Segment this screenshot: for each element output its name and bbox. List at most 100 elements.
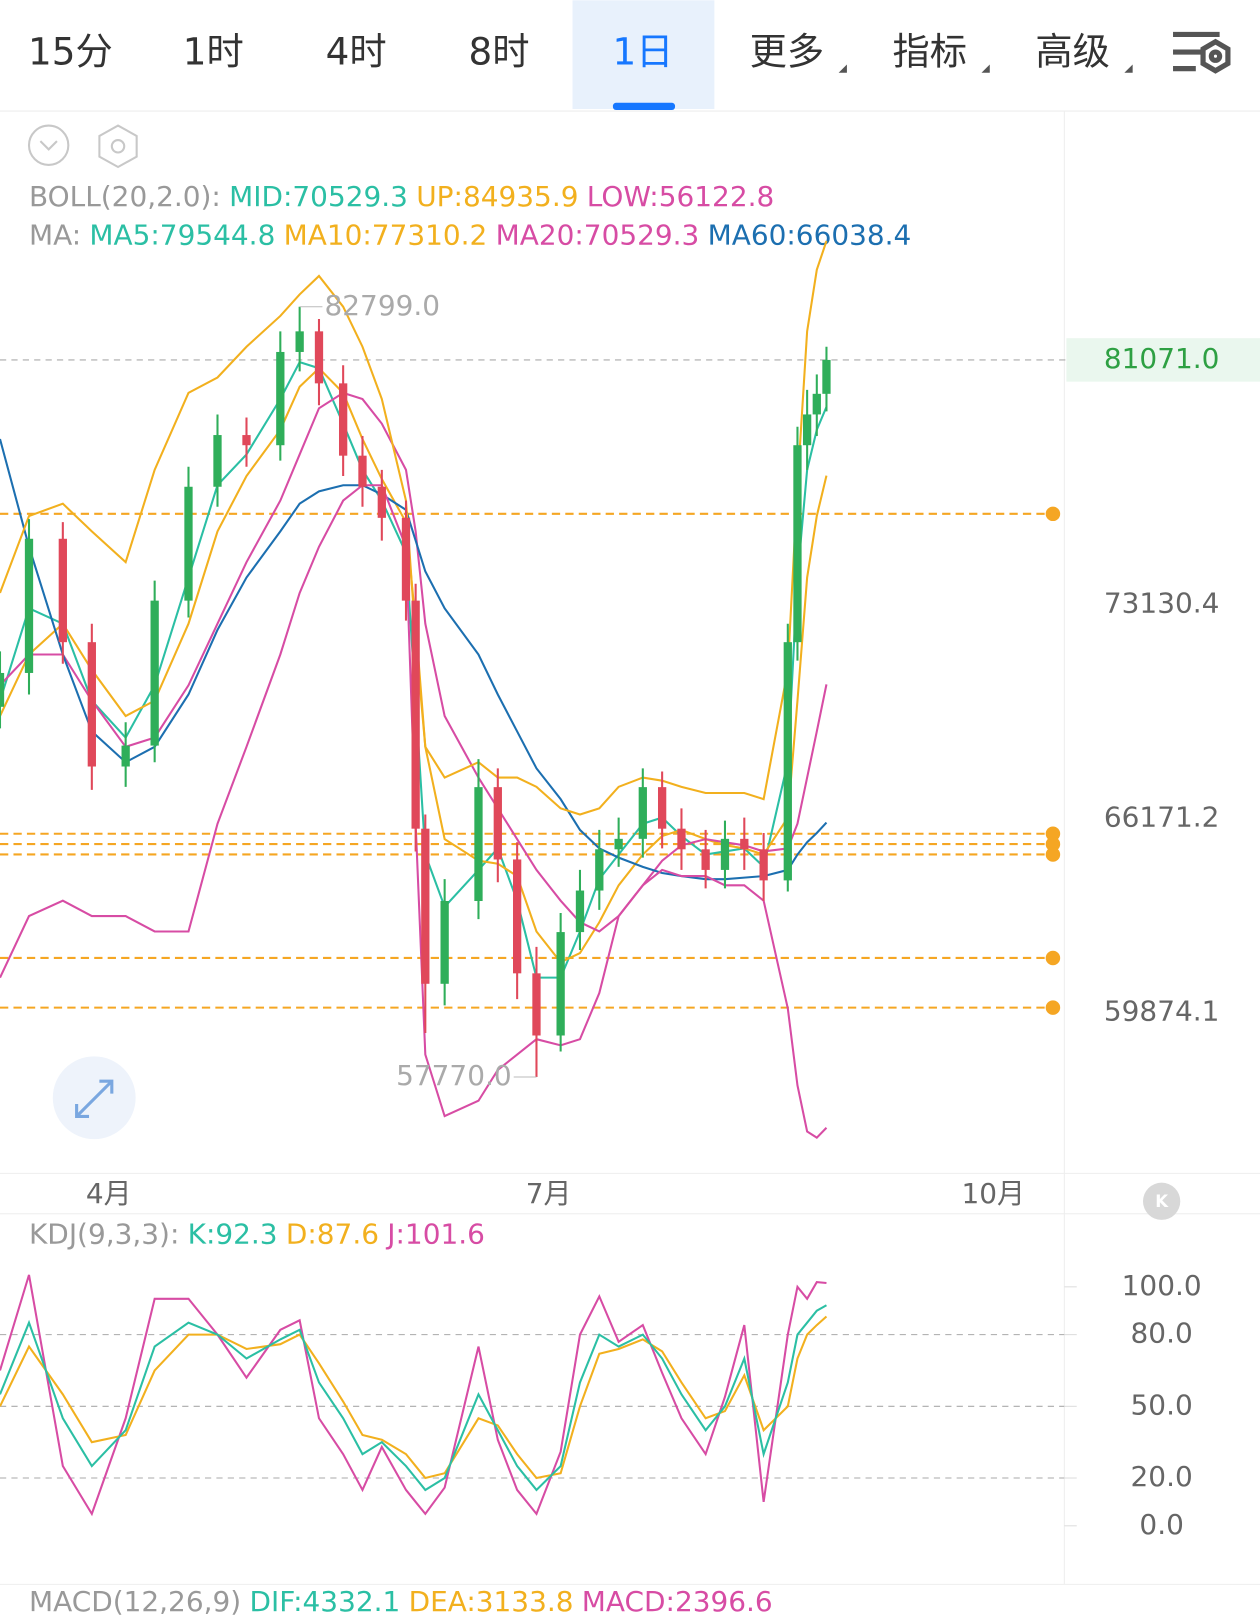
plot: BOLL(20,2.0): MID:70529.3 UP:84935.9 LOW:56…	[0, 180, 1260, 1618]
alert-dot	[1045, 506, 1061, 522]
legend-item: MA20:70529.3	[496, 218, 700, 251]
candle-body	[150, 600, 159, 746]
candle-body	[532, 973, 541, 1036]
legend: BOLL(20,2.0): MID:70529.3 UP:84935.9 LOW:56…	[29, 180, 774, 213]
legend-item: MA5:79544.8	[89, 218, 275, 251]
candle-body	[87, 642, 96, 767]
candle-body	[720, 838, 730, 870]
alert-dot	[1045, 836, 1061, 852]
legend-item: MID:70529.3	[229, 180, 408, 213]
tab-menu-arrow	[1124, 64, 1133, 73]
candle-body	[474, 787, 483, 902]
candle-body	[411, 600, 420, 829]
candle-body	[24, 538, 34, 673]
y-tick-label: 80.0	[1131, 1317, 1193, 1350]
candle-body	[802, 414, 812, 446]
y-tick-label: 59874.1	[1104, 994, 1220, 1027]
tab-underline	[612, 102, 676, 111]
last-price-label: 81071.0	[1104, 342, 1220, 375]
x-tick-label: 10月	[961, 1177, 1025, 1210]
settings-icon[interactable]	[1173, 31, 1231, 74]
legend-item: J:101.6	[385, 1217, 485, 1250]
tab[interactable]: 15分	[28, 30, 113, 74]
y-tick-label: 0.0	[1139, 1508, 1183, 1541]
y-tick-label: 73130.4	[1104, 586, 1220, 619]
candle-body	[358, 455, 367, 487]
candle-body	[121, 745, 130, 767]
indicator-line	[0, 1315, 828, 1480]
alert-dot	[1045, 847, 1061, 862]
candle-body	[58, 538, 67, 643]
candle-body	[677, 828, 686, 850]
candle-body	[575, 890, 585, 933]
tab-menu-arrow	[981, 64, 990, 73]
indicator-line	[0, 1304, 827, 1492]
legend-item: K:92.3	[188, 1217, 278, 1250]
candle-body	[314, 331, 324, 384]
candle-body	[556, 932, 565, 1036]
candle-body	[242, 435, 251, 446]
indicator-line	[0, 438, 828, 881]
tab[interactable]: 1日	[612, 30, 673, 74]
tab[interactable]: 更多	[750, 30, 825, 74]
candle-body	[421, 828, 430, 984]
candle-body	[638, 787, 647, 839]
extreme-label: 57770.0	[396, 1059, 512, 1092]
expand-arrows	[75, 1079, 114, 1118]
legend-item: MACD(12,26,9)	[29, 1585, 241, 1618]
y-tick-label: 50.0	[1131, 1388, 1193, 1421]
legend: KDJ(9,3,3): K:92.3 D:87.6 J:101.6	[29, 1217, 485, 1250]
candle-body	[184, 486, 193, 601]
candle-body	[783, 642, 792, 881]
collapse-chevron	[39, 140, 58, 151]
x-tick-label: 4月	[86, 1177, 132, 1210]
tab[interactable]: 1时	[183, 30, 244, 74]
tab[interactable]: 指标	[892, 30, 967, 74]
chart-settings-icon[interactable]	[98, 124, 138, 169]
legend-item: MA10:77310.2	[284, 218, 488, 251]
tab[interactable]: 高级	[1035, 30, 1110, 74]
alert-dot	[1045, 826, 1061, 841]
legend-item: LOW:56122.8	[587, 180, 775, 213]
candle-body	[401, 517, 411, 601]
candle-body	[701, 849, 710, 870]
indicator-line	[0, 484, 828, 1139]
candle-body	[793, 445, 802, 643]
y-tick-label: 20.0	[1131, 1460, 1193, 1493]
candle-body	[493, 787, 502, 860]
candle-body	[339, 383, 348, 456]
legend: MA: MA5:79544.8 MA10:77310.2 MA20:70529.3 MA…	[29, 218, 911, 251]
alert-dot	[1045, 950, 1061, 966]
candle-body	[759, 849, 768, 881]
x-tick-label: 7月	[526, 1177, 572, 1210]
legend-item: MA60:66038.4	[708, 218, 912, 251]
tab[interactable]: 8时	[469, 30, 530, 74]
legend-item: BOLL(20,2.0):	[29, 180, 221, 213]
candle-body	[614, 838, 623, 850]
collapse-icon[interactable]	[27, 124, 70, 166]
legend-item: DIF:4332.1	[249, 1585, 400, 1618]
candle-body	[440, 901, 449, 984]
legend-item: MA:	[29, 218, 81, 251]
candle-body	[295, 331, 304, 352]
tab[interactable]: 4时	[326, 30, 387, 74]
candle-body	[0, 672, 5, 707]
candle-body	[740, 838, 749, 850]
candle-body	[595, 849, 604, 891]
alert-dot	[1045, 1000, 1061, 1015]
k-button[interactable]	[1143, 1182, 1181, 1220]
y-tick-label: 100.0	[1122, 1269, 1202, 1302]
candle-body	[657, 787, 667, 829]
indicator-line	[0, 1274, 827, 1517]
extreme-label: 82799.0	[325, 289, 441, 322]
legend-item: UP:84935.9	[416, 180, 578, 213]
candle-body	[276, 351, 285, 446]
candle-body	[377, 486, 386, 518]
candle-body	[213, 435, 222, 487]
legend: MACD(12,26,9) DIF:4332.1 DEA:3133.8 MACD:23…	[29, 1585, 773, 1618]
k-button-icon: K	[1155, 1192, 1169, 1211]
last-price-box	[1066, 338, 1260, 382]
candle-body	[822, 359, 831, 394]
tab-highlight	[572, 0, 715, 110]
